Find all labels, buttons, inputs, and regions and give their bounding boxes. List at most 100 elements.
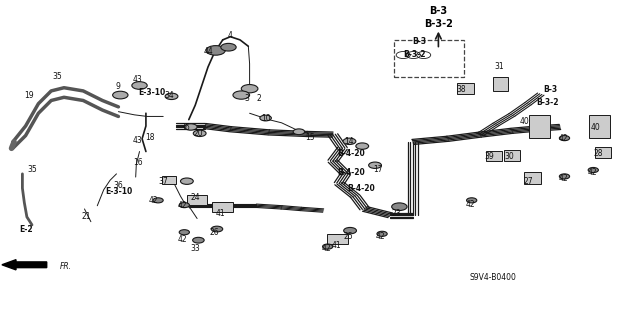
Circle shape [344,227,356,234]
Text: B-3-2: B-3-2 [424,19,453,29]
Text: B-3: B-3 [412,37,426,46]
Bar [529,115,550,138]
Circle shape [221,43,236,51]
Text: 2: 2 [257,94,262,103]
Circle shape [293,129,305,135]
Text: 16: 16 [132,158,143,167]
Text: E-3-10: E-3-10 [105,187,132,196]
Text: FR.: FR. [60,262,72,271]
Text: 42: 42 [321,244,332,253]
Bar [486,151,502,161]
Text: B-4-20: B-4-20 [337,149,365,158]
Text: 4: 4 [228,31,233,40]
Circle shape [356,143,369,149]
Text: 42: 42 [558,134,568,143]
Text: B-3-2: B-3-2 [536,98,559,107]
Text: 26: 26 [209,228,220,237]
Text: 42: 42 [177,201,188,210]
FancyArrow shape [2,260,47,270]
Bar [327,234,348,244]
Text: 31: 31 [494,63,504,71]
Text: 36: 36 [113,181,124,189]
Circle shape [211,226,223,232]
Circle shape [343,138,356,145]
Text: 41: 41 [331,241,341,250]
Circle shape [113,91,128,99]
Circle shape [392,203,407,211]
Circle shape [467,198,477,203]
Text: 42: 42 [465,200,476,209]
Bar [524,172,541,184]
Text: 36: 36 [180,123,191,132]
Text: 21: 21 [82,212,91,221]
Text: 9: 9 [116,82,121,91]
Text: 42: 42 [177,235,188,244]
Text: 42: 42 [558,174,568,183]
Circle shape [260,115,271,121]
Text: 35: 35 [52,72,63,81]
Text: 37: 37 [158,177,168,186]
Text: 42: 42 [587,168,597,177]
Text: S9V4-B0400: S9V4-B0400 [469,273,516,282]
Text: 18: 18 [146,133,155,142]
Circle shape [559,174,570,179]
Text: E-2: E-2 [19,225,33,234]
Text: 41: 41 [216,209,226,218]
Text: 3: 3 [244,94,249,103]
Text: 28: 28 [594,149,603,158]
Text: B-3: B-3 [429,6,447,16]
Circle shape [132,82,147,89]
Bar [493,77,508,91]
Text: E-3-10: E-3-10 [139,88,166,97]
Text: B-3: B-3 [543,85,557,94]
Circle shape [165,93,178,100]
Text: 40: 40 [590,123,600,132]
Text: 43: 43 [132,75,143,84]
Circle shape [369,162,381,168]
Circle shape [193,237,204,243]
Circle shape [184,124,197,130]
Bar [212,202,233,212]
Circle shape [179,230,189,235]
Text: 43: 43 [132,136,143,145]
Text: B-3-2: B-3-2 [403,50,426,59]
Text: 39: 39 [484,152,495,161]
Circle shape [559,136,570,141]
Circle shape [323,244,333,249]
Text: 42: 42 [376,232,386,241]
Text: 30: 30 [504,152,514,161]
Text: 34: 34 [164,91,175,100]
Circle shape [193,130,206,137]
Text: 14: 14 [344,137,354,146]
Text: 27: 27 [523,177,533,186]
Text: 33: 33 [190,244,200,253]
Text: 44: 44 [203,47,213,56]
FancyBboxPatch shape [394,40,464,77]
Text: 19: 19 [24,91,34,100]
Bar [589,115,610,138]
Text: 23: 23 [392,209,402,218]
Circle shape [241,85,258,93]
Circle shape [179,203,189,208]
Circle shape [233,91,250,99]
Text: 24: 24 [190,193,200,202]
Text: 25: 25 [344,232,354,241]
Text: B-4-20: B-4-20 [348,184,376,193]
Circle shape [206,46,225,55]
Text: 20: 20 [193,130,204,138]
Bar [162,175,176,184]
Text: 35: 35 [27,165,37,174]
Text: 17: 17 [372,165,383,174]
Bar [187,195,207,205]
Text: 40: 40 [520,117,530,126]
Bar [457,83,474,94]
Circle shape [153,198,163,203]
Text: 15: 15 [305,133,316,142]
Text: 38: 38 [456,85,466,94]
Circle shape [588,167,598,173]
Text: B-4-20: B-4-20 [337,168,365,177]
Circle shape [377,231,387,236]
Bar [595,147,611,158]
Bar [504,150,520,161]
Text: 42: 42 [148,197,159,205]
